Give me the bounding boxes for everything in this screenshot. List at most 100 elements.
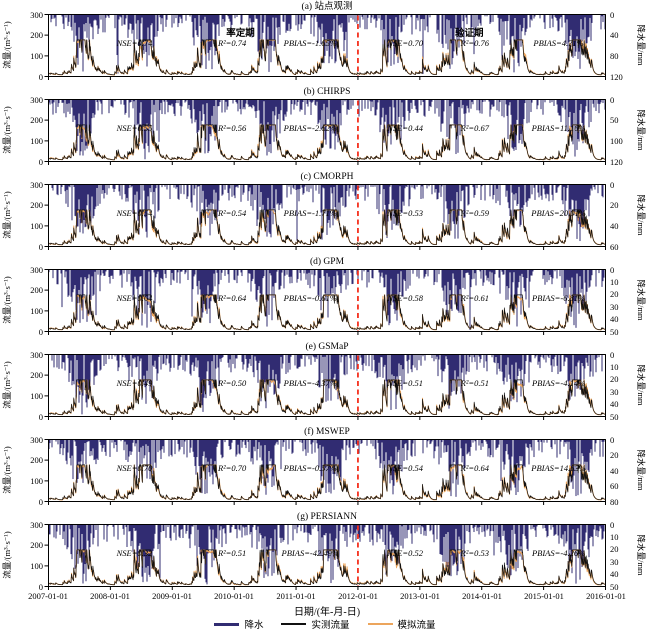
precip-tick-label: 40 — [610, 399, 619, 410]
x-tick-label: 2016-01-01 — [586, 591, 626, 601]
precip-tick-label: 20 — [610, 200, 619, 211]
precip-tick-label: 50 — [610, 411, 619, 422]
x-tick-label: 2011-01-01 — [276, 591, 316, 601]
flow-axis-label: 流量/(m³·s⁻¹) — [2, 531, 12, 579]
precip-axis-label: 降水量/mm — [636, 534, 646, 576]
plot-canvas-g — [40, 524, 614, 592]
precip-tick-label: 80 — [610, 496, 619, 507]
stat-validation-r2-f: R²=0.64 — [460, 463, 490, 473]
stat-validation-r2-b: R²=0.67 — [460, 123, 490, 133]
precip-axis-label: 降水量/mm — [636, 449, 646, 491]
flow-tick-label: 0 — [38, 71, 43, 82]
flow-tick-label: 300 — [30, 94, 43, 105]
flow-tick-label: 0 — [38, 411, 43, 422]
precip-tick-label: 80 — [610, 50, 619, 61]
precip-axis-label: 降水量/mm — [636, 24, 646, 66]
stat-validation-r2-g: R²=0.53 — [460, 548, 490, 558]
flow-tick-label: 0 — [38, 241, 43, 252]
stat-validation-pbias-f: PBIAS=14.63% — [531, 463, 586, 473]
stat-validation-nse-b: NSE=0.44 — [387, 123, 423, 133]
legend-item-observed-flow: 实测流量 — [281, 617, 350, 631]
plot-canvas-d — [40, 269, 614, 337]
stat-calibration-nse-a: NSE=0.74 — [116, 38, 153, 48]
stat-validation-r2-c: R²=0.59 — [460, 208, 490, 218]
stat-validation-pbias-a: PBIAS=4.71% — [533, 38, 584, 48]
flow-tick-label: 100 — [30, 475, 43, 486]
legend-label-simulated-flow: 模拟流量 — [397, 621, 436, 631]
precip-tick-label: 120 — [610, 71, 623, 82]
precip-tick-label: 60 — [610, 241, 619, 252]
flow-tick-label: 100 — [30, 390, 43, 401]
x-tick-label: 2008-01-01 — [90, 591, 130, 601]
legend-label-precipitation: 降水 — [244, 621, 264, 631]
panel-title-a: (a) 站点观测 — [301, 2, 353, 12]
precip-tick-label: 0 — [610, 434, 615, 445]
stat-calibration-r2-f: R²=0.70 — [217, 463, 247, 473]
stat-calibration-r2-e: R²=0.50 — [217, 378, 247, 388]
flow-tick-label: 200 — [30, 115, 43, 126]
stat-calibration-r2-d: R²=0.64 — [217, 293, 247, 303]
precip-axis-label: 降水量/mm — [636, 109, 646, 151]
precip-axis-label: 降水量/mm — [636, 194, 646, 236]
plot-canvas-f — [40, 439, 614, 507]
period-label-calibration: 率定期 — [226, 29, 255, 39]
stat-calibration-r2-g: R²=0.51 — [217, 548, 247, 558]
precip-axis-label: 降水量/mm — [636, 364, 646, 406]
precip-axis-label: 降水量/mm — [636, 279, 646, 321]
stat-validation-nse-a: NSE=0.70 — [387, 38, 423, 48]
x-tick-label: 2007-01-01 — [28, 591, 68, 601]
flow-tick-label: 200 — [30, 30, 43, 41]
precip-tick-label: 20 — [610, 450, 619, 460]
flow-axis-label: 流量/(m³·s⁻¹) — [2, 191, 12, 239]
precip-tick-label: 20 — [610, 374, 619, 385]
flow-tick-label: 0 — [38, 581, 43, 592]
precip-tick-label: 10 — [610, 276, 619, 287]
flow-tick-label: 0 — [38, 156, 43, 167]
stat-validation-nse-f: NSE=0.54 — [387, 463, 423, 473]
precip-tick-label: 60 — [610, 481, 619, 491]
panel-title-e: (e) GSMaP — [305, 342, 349, 352]
plot-canvas-a — [40, 14, 614, 82]
precip-tick-label: 50 — [610, 115, 619, 126]
legend-label-observed-flow: 实测流量 — [311, 621, 350, 631]
stat-validation-nse-c: NSE=0.53 — [387, 208, 423, 218]
flow-tick-label: 100 — [30, 220, 43, 231]
flow-tick-label: 200 — [30, 285, 43, 296]
stat-calibration-nse-d: NSE=0.64 — [116, 293, 153, 303]
stat-calibration-pbias-f: PBIAS=-0.57% — [283, 463, 337, 473]
x-tick-label: 2009-01-01 — [152, 591, 192, 601]
flow-tick-label: 300 — [30, 179, 43, 190]
stat-calibration-pbias-g: PBIAS=-42.49% — [281, 548, 339, 558]
precip-tick-label: 0 — [610, 264, 615, 275]
legend-swatch-observed-flow-icon — [281, 623, 307, 625]
legend-item-simulated-flow: 模拟流量 — [367, 617, 436, 631]
stat-validation-r2-e: R²=0.51 — [460, 378, 490, 388]
x-tick-label: 2015-01-01 — [524, 591, 564, 601]
stat-calibration-r2-b: R²=0.56 — [217, 123, 247, 133]
stat-validation-pbias-b: PBIAS=11.16% — [531, 123, 586, 133]
precip-tick-label: 50 — [610, 581, 619, 592]
panel-title-b: (b) CHIRPS — [303, 87, 351, 97]
flow-axis-label: 流量/(m³·s⁻¹) — [2, 276, 12, 324]
precip-tick-label: 40 — [610, 465, 619, 476]
stat-validation-nse-e: NSE=0.51 — [387, 378, 423, 388]
stat-calibration-nse-g: NSE=0.32 — [116, 548, 153, 558]
precip-tick-label: 0 — [610, 9, 615, 20]
flow-tick-label: 200 — [30, 455, 43, 466]
stat-calibration-nse-f: NSE=0.70 — [116, 463, 153, 473]
precip-tick-label: 10 — [610, 361, 619, 372]
legend-swatch-simulated-flow-icon — [367, 623, 393, 625]
flow-tick-label: 300 — [30, 434, 43, 445]
flow-tick-label: 100 — [30, 50, 43, 61]
precip-tick-label: 20 — [610, 544, 619, 555]
precip-tick-label: 0 — [610, 94, 615, 105]
plot-canvas-e — [40, 354, 614, 422]
precip-tick-label: 30 — [610, 556, 619, 567]
stat-validation-pbias-g: PBIAS=-4.26% — [531, 548, 586, 558]
panel-title-c: (c) CMORPH — [300, 172, 354, 182]
flow-tick-label: 200 — [30, 540, 43, 551]
flow-axis-label: 流量/(m³·s⁻¹) — [2, 446, 12, 494]
stat-calibration-pbias-e: PBIAS=-4.37% — [283, 378, 337, 388]
stat-validation-nse-g: NSE=0.52 — [387, 548, 423, 558]
